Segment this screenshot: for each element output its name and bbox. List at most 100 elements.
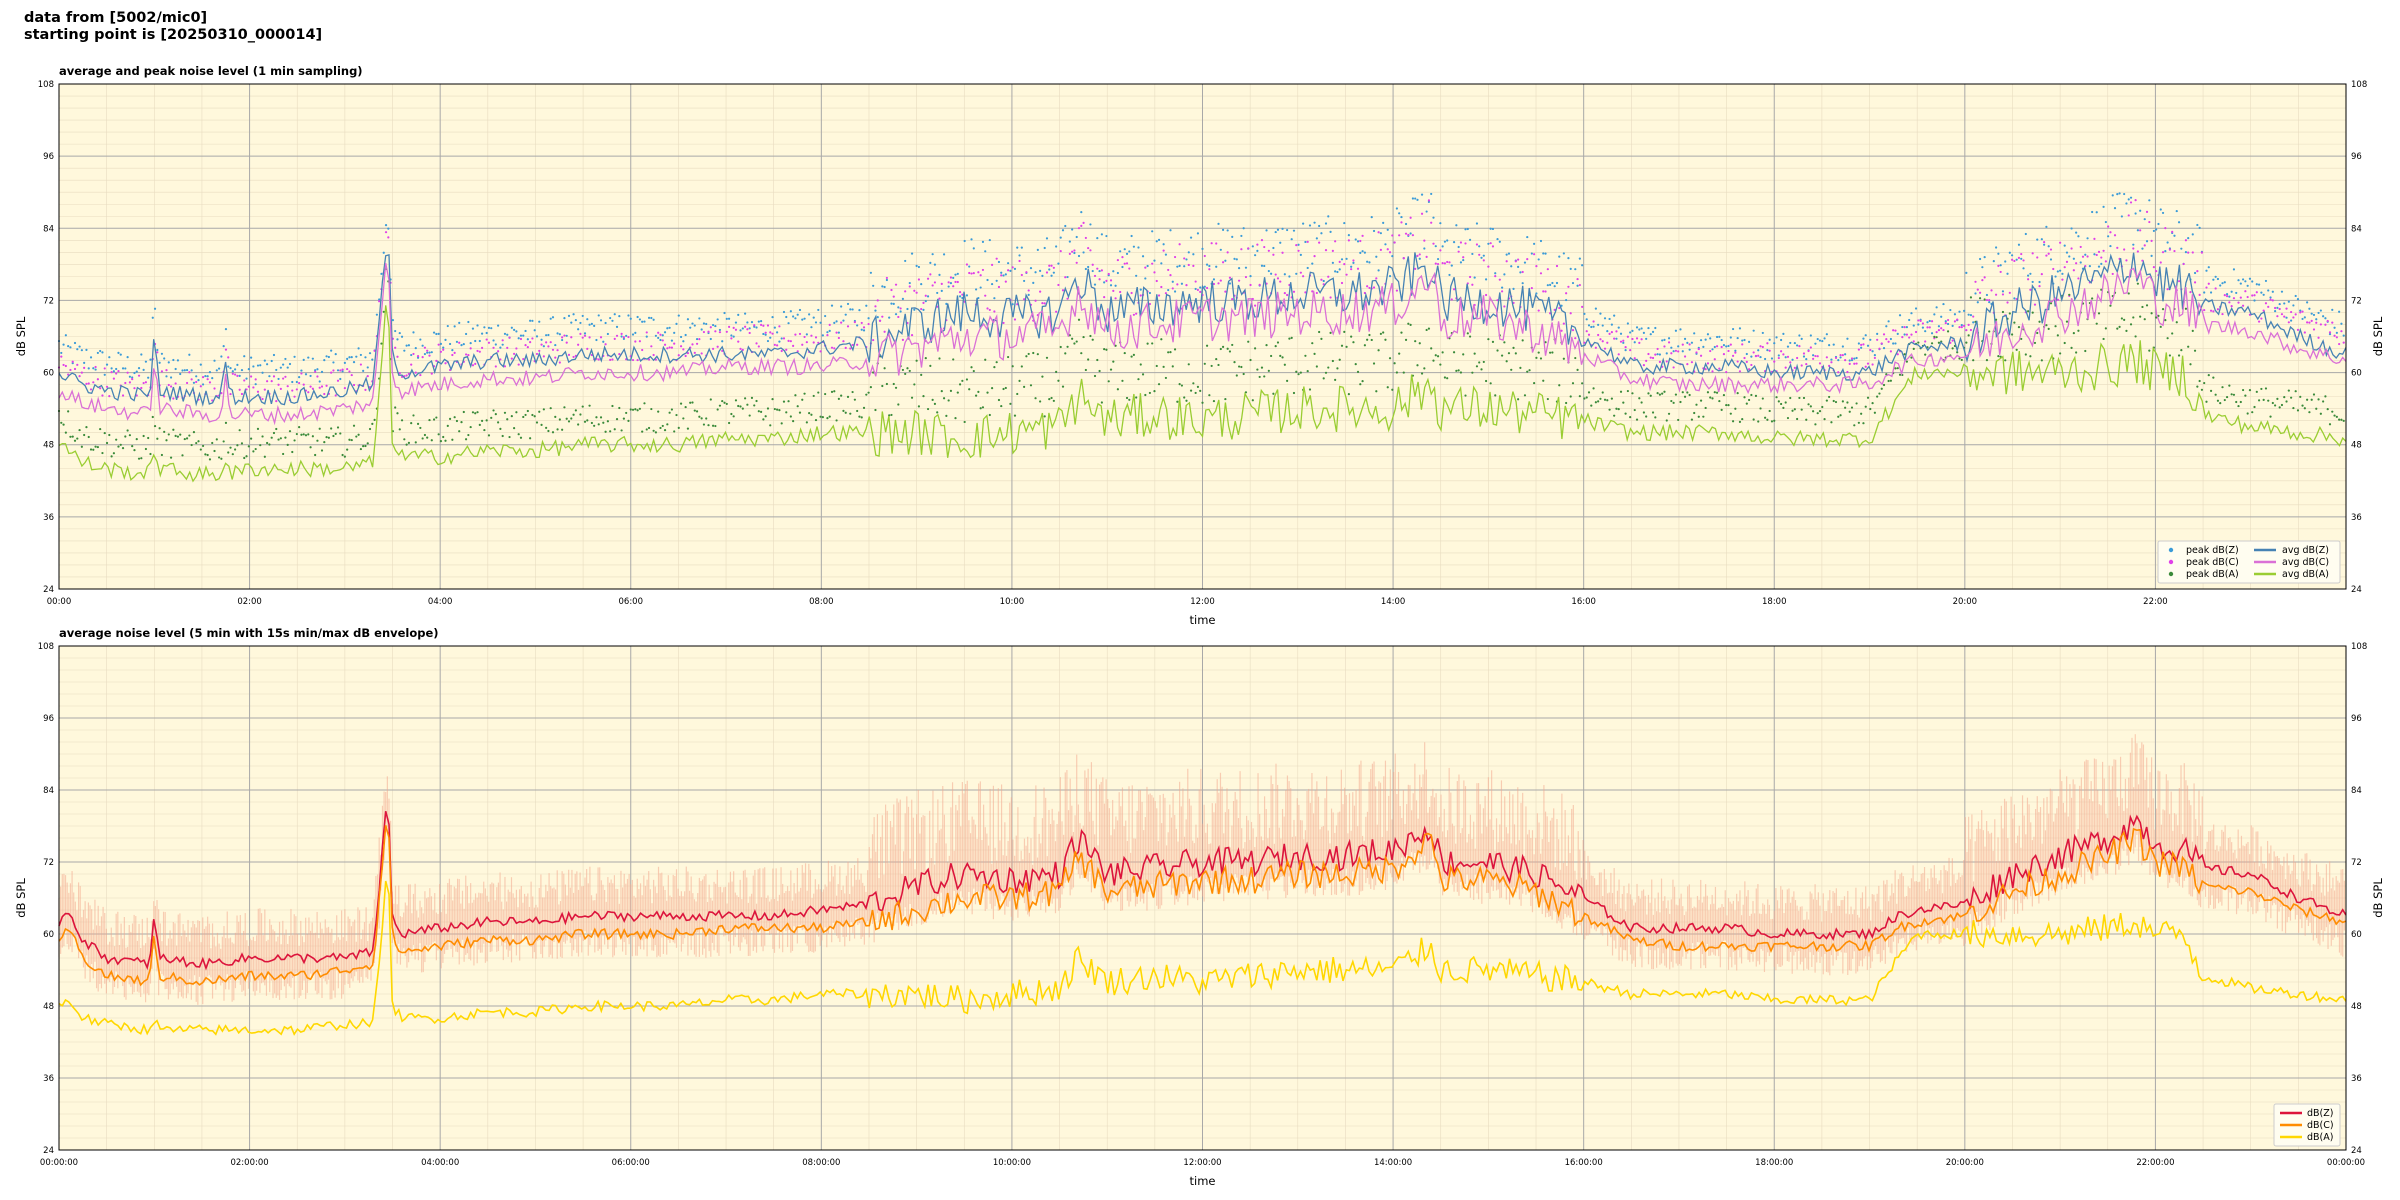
peak-point <box>570 336 573 339</box>
peak-point <box>2223 294 2226 297</box>
peak-point <box>467 320 470 324</box>
peak-point <box>142 434 145 438</box>
peak-point <box>1667 341 1671 344</box>
peak-point <box>764 333 767 336</box>
peak-point <box>497 324 500 327</box>
peak-point <box>1160 262 1163 265</box>
peak-point <box>641 348 644 352</box>
peak-point <box>485 419 488 422</box>
peak-point <box>2059 241 2062 244</box>
peak-point <box>997 398 1001 402</box>
peak-point <box>1496 237 1499 241</box>
peak-point <box>1542 252 1545 255</box>
peak-point <box>1217 222 1220 225</box>
peak-point <box>1706 391 1710 394</box>
peak-point <box>1208 268 1211 271</box>
peak-point <box>1857 342 1860 345</box>
peak-point <box>416 422 420 425</box>
peak-point <box>1965 341 1968 344</box>
peak-point <box>2132 247 2135 250</box>
peak-point <box>117 351 120 354</box>
peak-point <box>2079 245 2082 249</box>
peak-point <box>229 446 232 449</box>
peak-point <box>1800 364 1803 367</box>
peak-point <box>901 338 905 341</box>
peak-point <box>892 295 895 298</box>
peak-point <box>2280 403 2284 407</box>
peak-point <box>1647 326 1650 330</box>
peak-point <box>1818 339 1822 342</box>
peak-point <box>1713 345 1716 349</box>
peak-point <box>1254 347 1257 350</box>
peak-point <box>1018 379 1021 382</box>
peak-point <box>295 432 298 436</box>
peak-point <box>2193 271 2197 275</box>
x-tick-label: 20:00 <box>1953 597 1978 607</box>
peak-point <box>1489 382 1492 385</box>
peak-point <box>1780 402 1783 406</box>
peak-point <box>1889 379 1892 382</box>
peak-point <box>1240 365 1243 369</box>
peak-point <box>350 373 353 377</box>
peak-point <box>371 422 374 425</box>
peak-point <box>583 420 587 423</box>
peak-point <box>1032 281 1035 284</box>
peak-point <box>252 450 255 453</box>
peak-point <box>1194 280 1197 283</box>
peak-point <box>837 336 840 340</box>
peak-point <box>890 413 893 417</box>
peak-point <box>2267 305 2270 308</box>
peak-point <box>984 358 987 361</box>
peak-point <box>2322 400 2325 403</box>
peak-point <box>1224 290 1227 293</box>
peak-point <box>455 340 459 343</box>
peak-point <box>1388 357 1392 360</box>
peak-point <box>762 324 765 327</box>
peak-point <box>300 369 303 372</box>
peak-point <box>295 388 298 391</box>
peak-point <box>2093 253 2096 256</box>
peak-point <box>2161 251 2165 254</box>
peak-point <box>1848 362 1851 365</box>
peak-point <box>69 368 72 372</box>
peak-point <box>430 351 433 354</box>
peak-point <box>2294 390 2297 393</box>
peak-point <box>2274 310 2277 313</box>
peak-point <box>428 351 431 354</box>
peak-point <box>1976 288 1979 291</box>
peak-point <box>739 405 742 408</box>
peak-point <box>101 394 104 397</box>
peak-point <box>915 291 918 294</box>
peak-point <box>1242 227 1245 230</box>
peak-point <box>1736 336 1739 340</box>
peak-point <box>1887 340 1890 343</box>
peak-point <box>657 336 660 340</box>
peak-point <box>1304 291 1307 294</box>
peak-point <box>872 284 875 287</box>
peak-point <box>1853 362 1856 365</box>
peak-point <box>1324 222 1328 225</box>
peak-point <box>474 362 477 365</box>
peak-point <box>1800 337 1803 341</box>
peak-point <box>421 437 424 440</box>
peak-point <box>1432 216 1435 219</box>
peak-point <box>897 315 900 319</box>
peak-point <box>739 329 742 332</box>
peak-point <box>1116 258 1119 262</box>
peak-point <box>963 239 966 243</box>
peak-point <box>1274 345 1277 348</box>
peak-point <box>2319 309 2322 312</box>
peak-point <box>2139 229 2142 232</box>
peak-point <box>1199 389 1202 393</box>
peak-point <box>2221 312 2224 316</box>
peak-point <box>298 376 301 379</box>
peak-point <box>1571 382 1575 385</box>
peak-point <box>1468 238 1472 241</box>
peak-point <box>1345 257 1348 260</box>
peak-point <box>698 415 701 418</box>
peak-point <box>1665 352 1668 355</box>
peak-point <box>725 402 728 406</box>
peak-point <box>215 438 218 441</box>
peak-point <box>1173 255 1177 259</box>
peak-point <box>691 322 694 325</box>
